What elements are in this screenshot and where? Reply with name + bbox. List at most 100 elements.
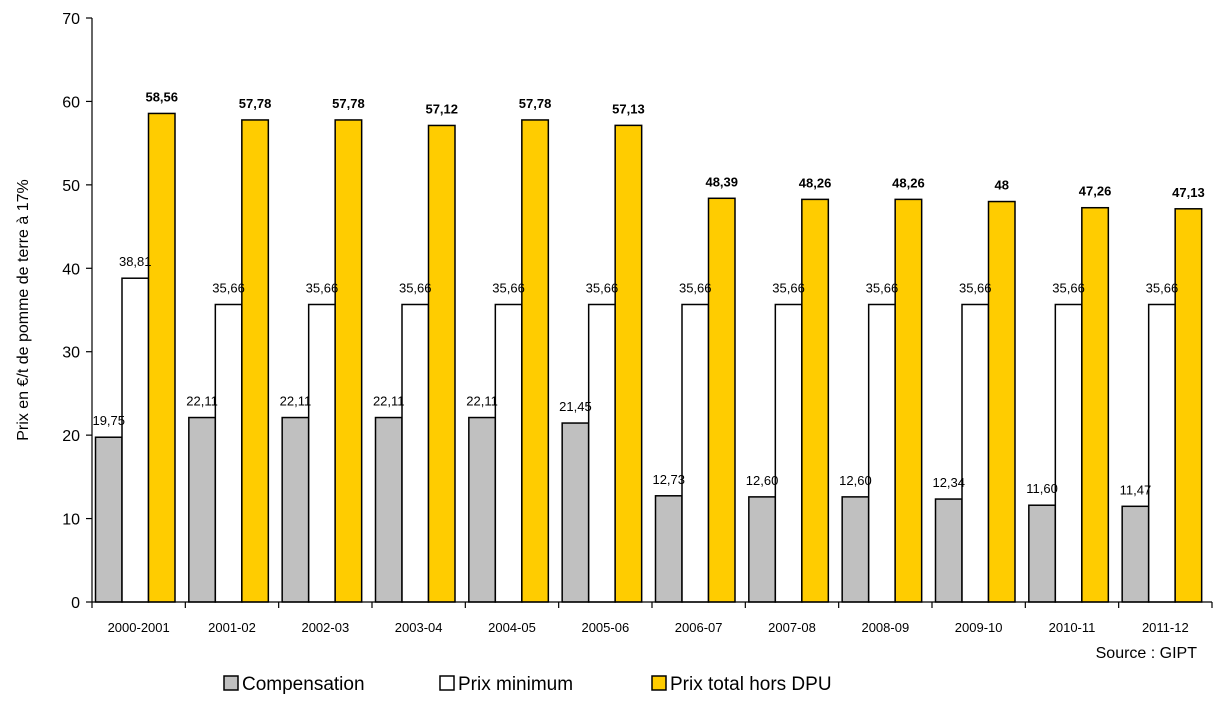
data-label-1-11: 35,66 bbox=[1146, 280, 1179, 295]
y-tick-label-6: 60 bbox=[62, 94, 80, 111]
x-tick-label-9: 2009-10 bbox=[955, 620, 1003, 635]
y-tick-label-2: 20 bbox=[62, 428, 80, 445]
bar-2-0 bbox=[147, 112, 176, 603]
bar-1-2 bbox=[307, 303, 336, 603]
bar-2-9 bbox=[987, 200, 1016, 603]
bar-2-6 bbox=[707, 197, 736, 603]
data-label-0-11: 11,47 bbox=[1120, 482, 1152, 497]
data-label-2-11: 47,13 bbox=[1172, 185, 1205, 200]
data-label-2-9: 48 bbox=[995, 178, 1009, 193]
bar-1-10 bbox=[1054, 303, 1083, 603]
data-label-2-3: 57,12 bbox=[425, 101, 458, 116]
bar-1-1 bbox=[214, 303, 243, 603]
data-label-1-2: 35,66 bbox=[306, 280, 339, 295]
y-tick-label-0: 0 bbox=[71, 595, 80, 612]
legend-swatch-0 bbox=[223, 675, 239, 691]
bar-2-2 bbox=[334, 119, 363, 603]
bar-1-4 bbox=[494, 303, 523, 603]
legend-label-1: Prix minimum bbox=[458, 674, 573, 695]
bar-0-5 bbox=[561, 422, 590, 603]
bar-1-9 bbox=[961, 303, 990, 603]
bar-0-0 bbox=[94, 436, 123, 603]
x-tick-label-4: 2004-05 bbox=[488, 620, 536, 635]
bar-1-7 bbox=[774, 303, 803, 603]
bar-0-8 bbox=[841, 496, 870, 603]
legend-label-0: Compensation bbox=[242, 674, 365, 695]
bar-0-11 bbox=[1121, 505, 1150, 603]
data-label-0-5: 21,45 bbox=[559, 399, 592, 414]
data-label-0-1: 22,11 bbox=[186, 394, 218, 409]
data-label-2-5: 57,13 bbox=[612, 101, 645, 116]
data-label-0-7: 12,60 bbox=[746, 473, 779, 488]
bar-0-1 bbox=[188, 416, 217, 603]
bar-0-9 bbox=[934, 498, 963, 603]
data-label-2-4: 57,78 bbox=[519, 96, 552, 111]
bar-1-3 bbox=[401, 303, 430, 603]
bar-0-10 bbox=[1028, 504, 1057, 603]
x-tick-label-8: 2008-09 bbox=[861, 620, 909, 635]
data-label-1-5: 35,66 bbox=[586, 280, 619, 295]
data-label-0-9: 12,34 bbox=[932, 475, 965, 490]
data-label-1-1: 35,66 bbox=[212, 280, 245, 295]
source-note: Source : GIPT bbox=[1096, 645, 1198, 662]
bars bbox=[94, 112, 1203, 603]
data-label-0-0: 19,75 bbox=[92, 413, 125, 428]
x-tick-label-5: 2005-06 bbox=[581, 620, 629, 635]
data-label-0-10: 11,60 bbox=[1026, 481, 1058, 496]
x-tick-label-7: 2007-08 bbox=[768, 620, 816, 635]
data-label-0-6: 12,73 bbox=[652, 472, 685, 487]
bar-0-4 bbox=[468, 416, 497, 603]
data-label-1-8: 35,66 bbox=[866, 280, 899, 295]
bar-0-6 bbox=[654, 495, 683, 603]
bar-2-8 bbox=[894, 198, 923, 603]
data-label-1-7: 35,66 bbox=[772, 280, 805, 295]
x-tick-label-3: 2003-04 bbox=[395, 620, 443, 635]
y-tick-label-4: 40 bbox=[62, 261, 80, 278]
bar-1-0 bbox=[121, 277, 150, 603]
y-tick-label-1: 10 bbox=[62, 512, 80, 529]
bar-0-3 bbox=[374, 416, 403, 603]
legend-label-2: Prix total hors DPU bbox=[670, 674, 832, 695]
data-label-1-3: 35,66 bbox=[399, 280, 432, 295]
data-label-0-2: 22,11 bbox=[280, 394, 312, 409]
x-tick-label-1: 2001-02 bbox=[208, 620, 256, 635]
y-tick-label-3: 30 bbox=[62, 345, 80, 362]
data-label-1-10: 35,66 bbox=[1052, 280, 1085, 295]
bar-2-10 bbox=[1081, 206, 1110, 603]
bar-0-7 bbox=[748, 496, 777, 603]
x-tick-label-6: 2006-07 bbox=[675, 620, 723, 635]
data-label-2-10: 47,26 bbox=[1079, 184, 1112, 199]
data-label-1-9: 35,66 bbox=[959, 280, 992, 295]
x-tick-label-11: 2011-12 bbox=[1142, 620, 1189, 635]
data-label-0-3: 22,11 bbox=[373, 394, 405, 409]
data-label-1-0: 38,81 bbox=[119, 254, 152, 269]
bar-2-1 bbox=[241, 119, 270, 603]
legend-swatch-1 bbox=[439, 675, 455, 691]
data-label-2-6: 48,39 bbox=[705, 174, 738, 189]
bar-1-8 bbox=[867, 303, 896, 603]
x-tick-label-2: 2002-03 bbox=[301, 620, 349, 635]
bar-1-5 bbox=[587, 303, 616, 603]
bar-2-11 bbox=[1174, 208, 1203, 603]
data-labels: 19,75 22,11 22,11 22,11 22,11 21,45 12,73 12,60… bbox=[92, 89, 1204, 497]
bar-2-3 bbox=[427, 124, 456, 603]
axes: 0 10 20 30 40 50 60 70 2000-2001 2001-02 2002-03 20… bbox=[62, 11, 1213, 635]
x-tick-label-0: 2000-2001 bbox=[108, 620, 170, 635]
data-label-2-8: 48,26 bbox=[892, 175, 925, 190]
legend: Compensation Prix minimum Prix total hors … bbox=[223, 674, 832, 695]
data-label-2-1: 57,78 bbox=[239, 96, 272, 111]
data-label-1-4: 35,66 bbox=[492, 280, 525, 295]
y-axis-label: Prix en €/t de pomme de terre à 17% bbox=[15, 179, 32, 440]
bar-1-11 bbox=[1147, 303, 1176, 603]
data-label-0-4: 22,11 bbox=[466, 394, 498, 409]
x-tick-label-10: 2010-11 bbox=[1049, 620, 1096, 635]
y-tick-label-7: 70 bbox=[62, 11, 80, 28]
bar-2-4 bbox=[521, 119, 550, 603]
y-tick-label-5: 50 bbox=[62, 178, 80, 195]
data-label-2-2: 57,78 bbox=[332, 96, 365, 111]
bar-2-5 bbox=[614, 124, 643, 603]
data-label-0-8: 12,60 bbox=[839, 473, 872, 488]
bar-1-6 bbox=[681, 303, 710, 603]
data-label-2-0: 58,56 bbox=[145, 89, 178, 104]
